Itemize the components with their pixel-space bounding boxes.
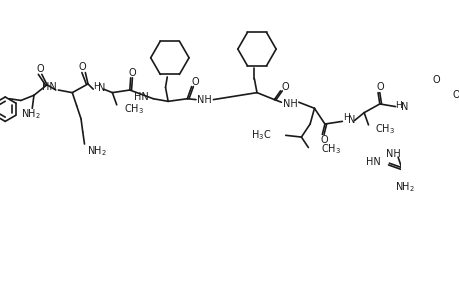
Text: NH: NH — [282, 99, 297, 109]
Text: O: O — [191, 77, 198, 87]
Text: O: O — [431, 75, 439, 85]
Text: NH$_2$: NH$_2$ — [87, 144, 107, 158]
Text: O: O — [36, 64, 44, 74]
Text: O: O — [375, 82, 383, 92]
Text: N: N — [98, 83, 106, 93]
Text: H$_3$C: H$_3$C — [251, 128, 271, 142]
Text: CH$_3$: CH$_3$ — [320, 142, 340, 156]
Text: O: O — [78, 62, 85, 72]
Text: CH$_3$: CH$_3$ — [375, 122, 395, 136]
Text: HN: HN — [42, 82, 56, 92]
Text: H: H — [395, 101, 402, 110]
Text: H: H — [342, 113, 349, 122]
Text: O: O — [319, 135, 327, 145]
Text: NH: NH — [385, 149, 400, 159]
Text: HN: HN — [365, 157, 380, 167]
Text: OH: OH — [451, 90, 459, 100]
Text: H: H — [93, 82, 100, 91]
Text: HN: HN — [134, 92, 149, 102]
Text: NH: NH — [197, 95, 212, 105]
Text: O: O — [129, 68, 136, 78]
Text: CH$_3$: CH$_3$ — [123, 102, 143, 116]
Text: NH$_2$: NH$_2$ — [394, 180, 414, 194]
Text: O: O — [281, 82, 289, 92]
Text: N: N — [400, 102, 407, 112]
Text: NH$_2$: NH$_2$ — [21, 108, 40, 121]
Text: N: N — [347, 115, 355, 125]
